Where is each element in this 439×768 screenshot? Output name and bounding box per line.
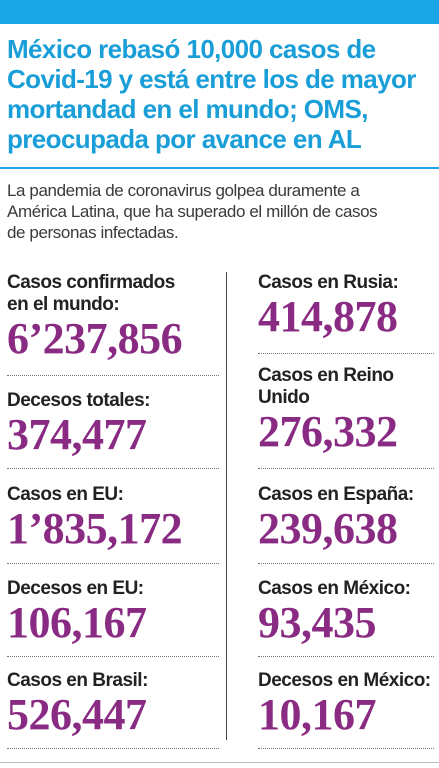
stat-label: Casos en Rusia: — [258, 272, 399, 293]
column-divider — [226, 272, 227, 740]
stat-mexico-cases: Casos en México: 93,435 — [258, 578, 436, 646]
dotted-separator — [258, 468, 434, 469]
stat-value: 526,447 — [7, 690, 147, 739]
stat-value: 374,477 — [7, 410, 147, 459]
stat-spain-cases: Casos en España: 239,638 — [258, 484, 436, 552]
dotted-separator — [7, 656, 219, 657]
dotted-separator — [258, 353, 434, 354]
stat-label: Casos en Brasil: — [7, 670, 148, 691]
top-color-bar — [0, 0, 439, 24]
stat-value: 93,435 — [258, 598, 377, 647]
headline-line: Covid-19 y está entre los de mayor — [7, 64, 416, 94]
stat-value: 10,167 — [258, 690, 377, 739]
lede-line: La pandemia de coronavirus golpea durame… — [7, 181, 360, 200]
stat-russia-cases: Casos en Rusia: 414,878 — [258, 272, 436, 340]
headline-line: mortandad en el mundo; OMS, — [7, 94, 368, 124]
headline-line: México rebasó 10,000 casos de — [7, 34, 376, 64]
stat-value: 6’237,856 — [7, 314, 183, 363]
stat-value: 276,332 — [258, 407, 398, 456]
stat-value: 106,167 — [7, 598, 147, 647]
stat-value: 239,638 — [258, 504, 398, 553]
stat-label: Decesos en México: — [258, 670, 431, 691]
lede-line: América Latina, que ha superado el milló… — [7, 202, 378, 221]
stat-label: Casos confirmados — [7, 272, 175, 293]
stat-world-cases: Casos confirmados en el mundo: 6’237,856 — [7, 272, 227, 362]
stat-label: Unido — [258, 387, 310, 408]
headline-line: preocupada por avance en AL — [7, 124, 362, 154]
bottom-rule — [0, 762, 439, 763]
stat-value: 414,878 — [258, 292, 398, 341]
stat-label: Casos en España: — [258, 484, 414, 505]
stat-label: en el mundo: — [7, 294, 120, 315]
stat-label: Casos en Reino — [258, 365, 394, 386]
lede-paragraph: La pandemia de coronavirus golpea durame… — [7, 180, 435, 243]
stat-us-deaths: Decesos en EU: 106,167 — [7, 578, 227, 646]
stat-value: 1’835,172 — [7, 504, 183, 553]
dotted-separator — [258, 748, 434, 749]
dotted-separator — [7, 563, 219, 564]
stat-total-deaths: Decesos totales: 374,477 — [7, 390, 227, 458]
stat-label: Decesos en EU: — [7, 578, 144, 599]
headline: México rebasó 10,000 casos de Covid-19 y… — [7, 34, 435, 154]
dotted-separator — [7, 375, 219, 376]
stat-mexico-deaths: Decesos en México: 10,167 — [258, 670, 438, 738]
dotted-separator — [258, 563, 434, 564]
dotted-separator — [7, 468, 219, 469]
stat-label: Casos en EU: — [7, 484, 124, 505]
stat-uk-cases: Casos en Reino Unido 276,332 — [258, 365, 436, 455]
dotted-separator — [258, 656, 434, 657]
lede-line: de personas infectadas. — [7, 223, 179, 242]
headline-divider — [0, 167, 439, 169]
stat-label: Casos en México: — [258, 578, 411, 599]
stat-label: Decesos totales: — [7, 390, 151, 411]
stat-us-cases: Casos en EU: 1’835,172 — [7, 484, 227, 552]
stat-brazil-cases: Casos en Brasil: 526,447 — [7, 670, 227, 738]
dotted-separator — [7, 748, 219, 749]
